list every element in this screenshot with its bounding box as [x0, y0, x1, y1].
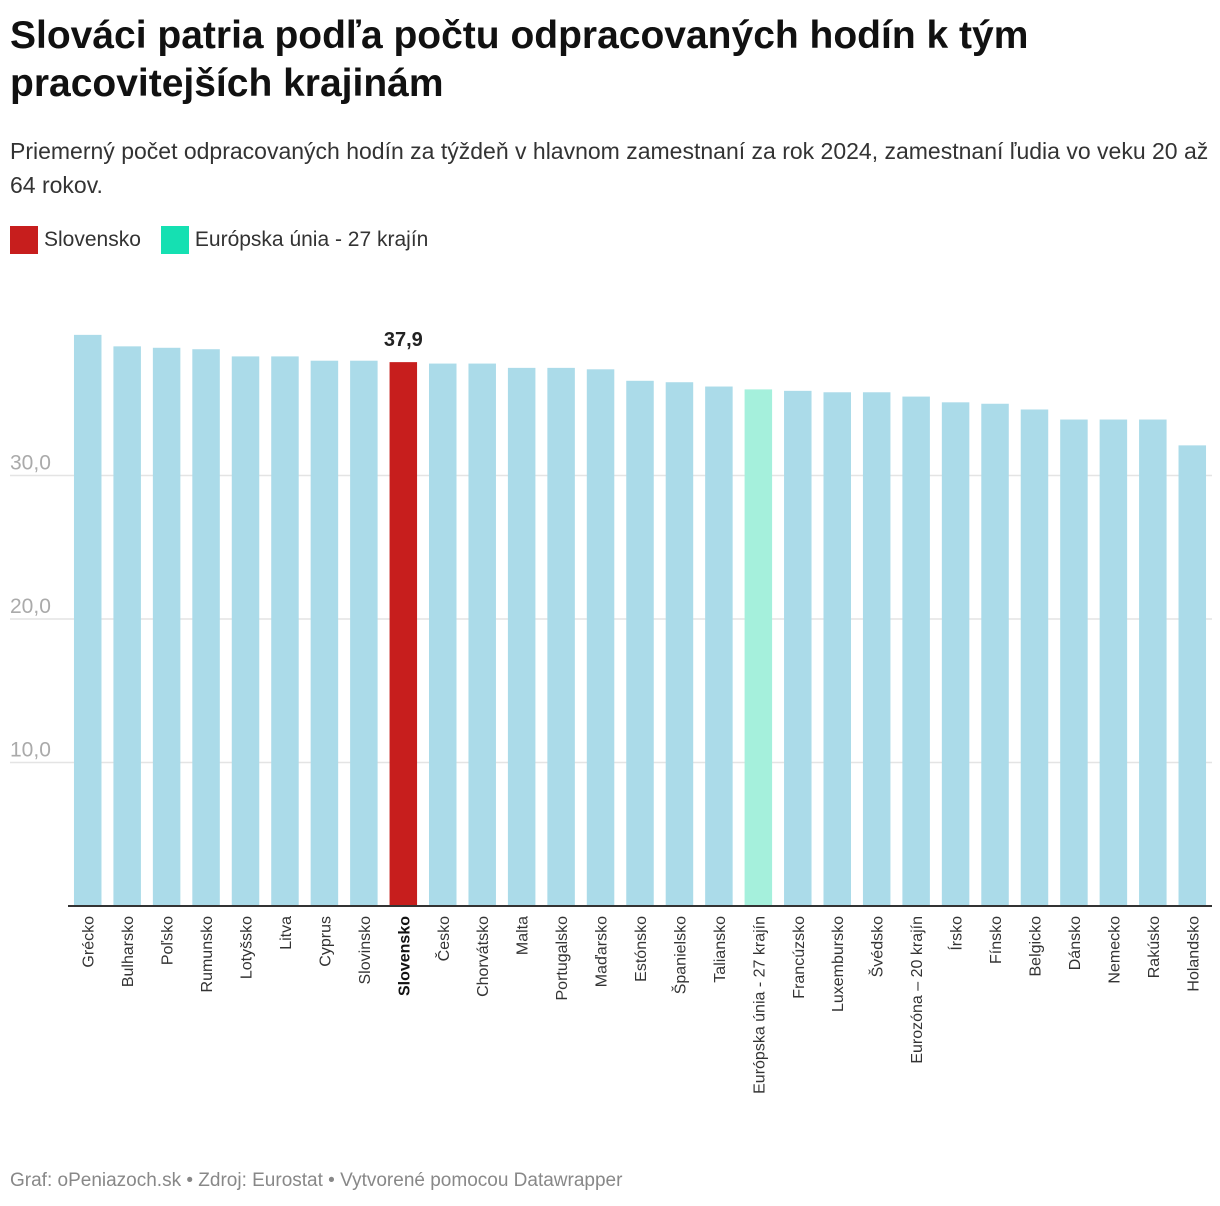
legend-swatch-eu: [160, 226, 189, 254]
bar: [823, 392, 851, 906]
category-label: Rumunsko: [199, 916, 216, 993]
category-label: Európska únia - 27 krajín: [751, 916, 768, 1094]
category-label: Eurozóna – 20 krajín: [909, 916, 926, 1064]
bar: [1178, 445, 1207, 906]
data-label: 37,9: [384, 329, 423, 351]
category-label: Švédsko: [868, 916, 887, 977]
chart-title: Slováci patria podľa počtu odpracovaných…: [10, 14, 1029, 105]
legend-swatch-slovensko: [10, 226, 38, 254]
category-label: Rakúsko: [1146, 916, 1163, 978]
bar: [152, 347, 181, 906]
bar: [586, 369, 615, 906]
bar: [113, 346, 141, 907]
category-label: Cyprus: [317, 916, 334, 967]
legend-label-slovensko: Slovensko: [44, 228, 141, 251]
category-label: Írsko: [947, 916, 966, 951]
bar: [1139, 419, 1167, 906]
category-label: Poľsko: [160, 916, 177, 965]
category-label: Dánsko: [1067, 916, 1084, 970]
category-label: Španielsko: [670, 916, 689, 994]
y-tick-label: 10,0: [10, 739, 51, 762]
bar: [1020, 409, 1049, 906]
bar: [507, 367, 536, 906]
bar: [626, 380, 654, 906]
bar: [862, 392, 891, 906]
legend-label-eu: Európska únia - 27 krajín: [194, 228, 429, 251]
category-label: Portugalsko: [554, 916, 571, 1001]
bar: [468, 363, 496, 906]
legend-item-slovensko: Slovensko: [10, 226, 141, 254]
category-label: Estónsko: [633, 916, 650, 982]
bar: [271, 356, 299, 906]
category-label: Maďarsko: [594, 916, 611, 987]
chart-footer: Graf: oPeniazoch.sk • Zdroj: Eurostat • …: [10, 1170, 623, 1191]
category-label: Taliansko: [712, 916, 729, 983]
bar: [705, 386, 733, 906]
category-label: Litva: [278, 916, 295, 950]
legend: Slovensko Európska únia - 27 krajín: [10, 226, 448, 254]
y-tick-label: 30,0: [10, 452, 51, 475]
y-tick-label: 20,0: [10, 595, 51, 618]
category-label: Chorvátsko: [475, 916, 492, 997]
category-label: Belgicko: [1027, 916, 1044, 977]
bar: [389, 362, 418, 906]
category-label: Luxembursko: [830, 916, 847, 1012]
bar: [310, 360, 339, 906]
bar: [231, 356, 260, 906]
category-label: Bulharsko: [120, 916, 137, 987]
category-label: Slovinsko: [357, 916, 374, 985]
bar: [350, 360, 378, 906]
bar: [1060, 419, 1088, 906]
bar: [192, 349, 220, 907]
bar: [73, 334, 102, 906]
bar: [665, 382, 694, 907]
category-label: Grécko: [81, 916, 98, 968]
bar: [902, 396, 930, 906]
category-label: Fínsko: [988, 916, 1005, 964]
category-label: Nemecko: [1106, 916, 1123, 984]
category-label: Slovensko: [396, 916, 413, 996]
category-label: Lotyšsko: [239, 916, 256, 979]
bar: [547, 367, 575, 906]
bar: [744, 389, 773, 906]
category-label: Holandsko: [1185, 916, 1202, 992]
bar: [981, 403, 1009, 906]
bar: [941, 402, 970, 906]
bar: [784, 390, 812, 907]
bar: [429, 363, 457, 906]
chart-subtitle: Priemerný počet odpracovaných hodín za t…: [10, 138, 1209, 198]
category-label: Francúzsko: [791, 916, 808, 999]
legend-item-eu: Európska únia - 27 krajín: [160, 226, 429, 254]
category-label: Malta: [515, 916, 532, 955]
bar-chart: 10,0 20,0 30,0 Grécko Bulharsko Poľsko Rumunsk…: [10, 329, 1212, 1094]
bar: [1099, 419, 1128, 906]
category-label: Česko: [434, 916, 453, 961]
